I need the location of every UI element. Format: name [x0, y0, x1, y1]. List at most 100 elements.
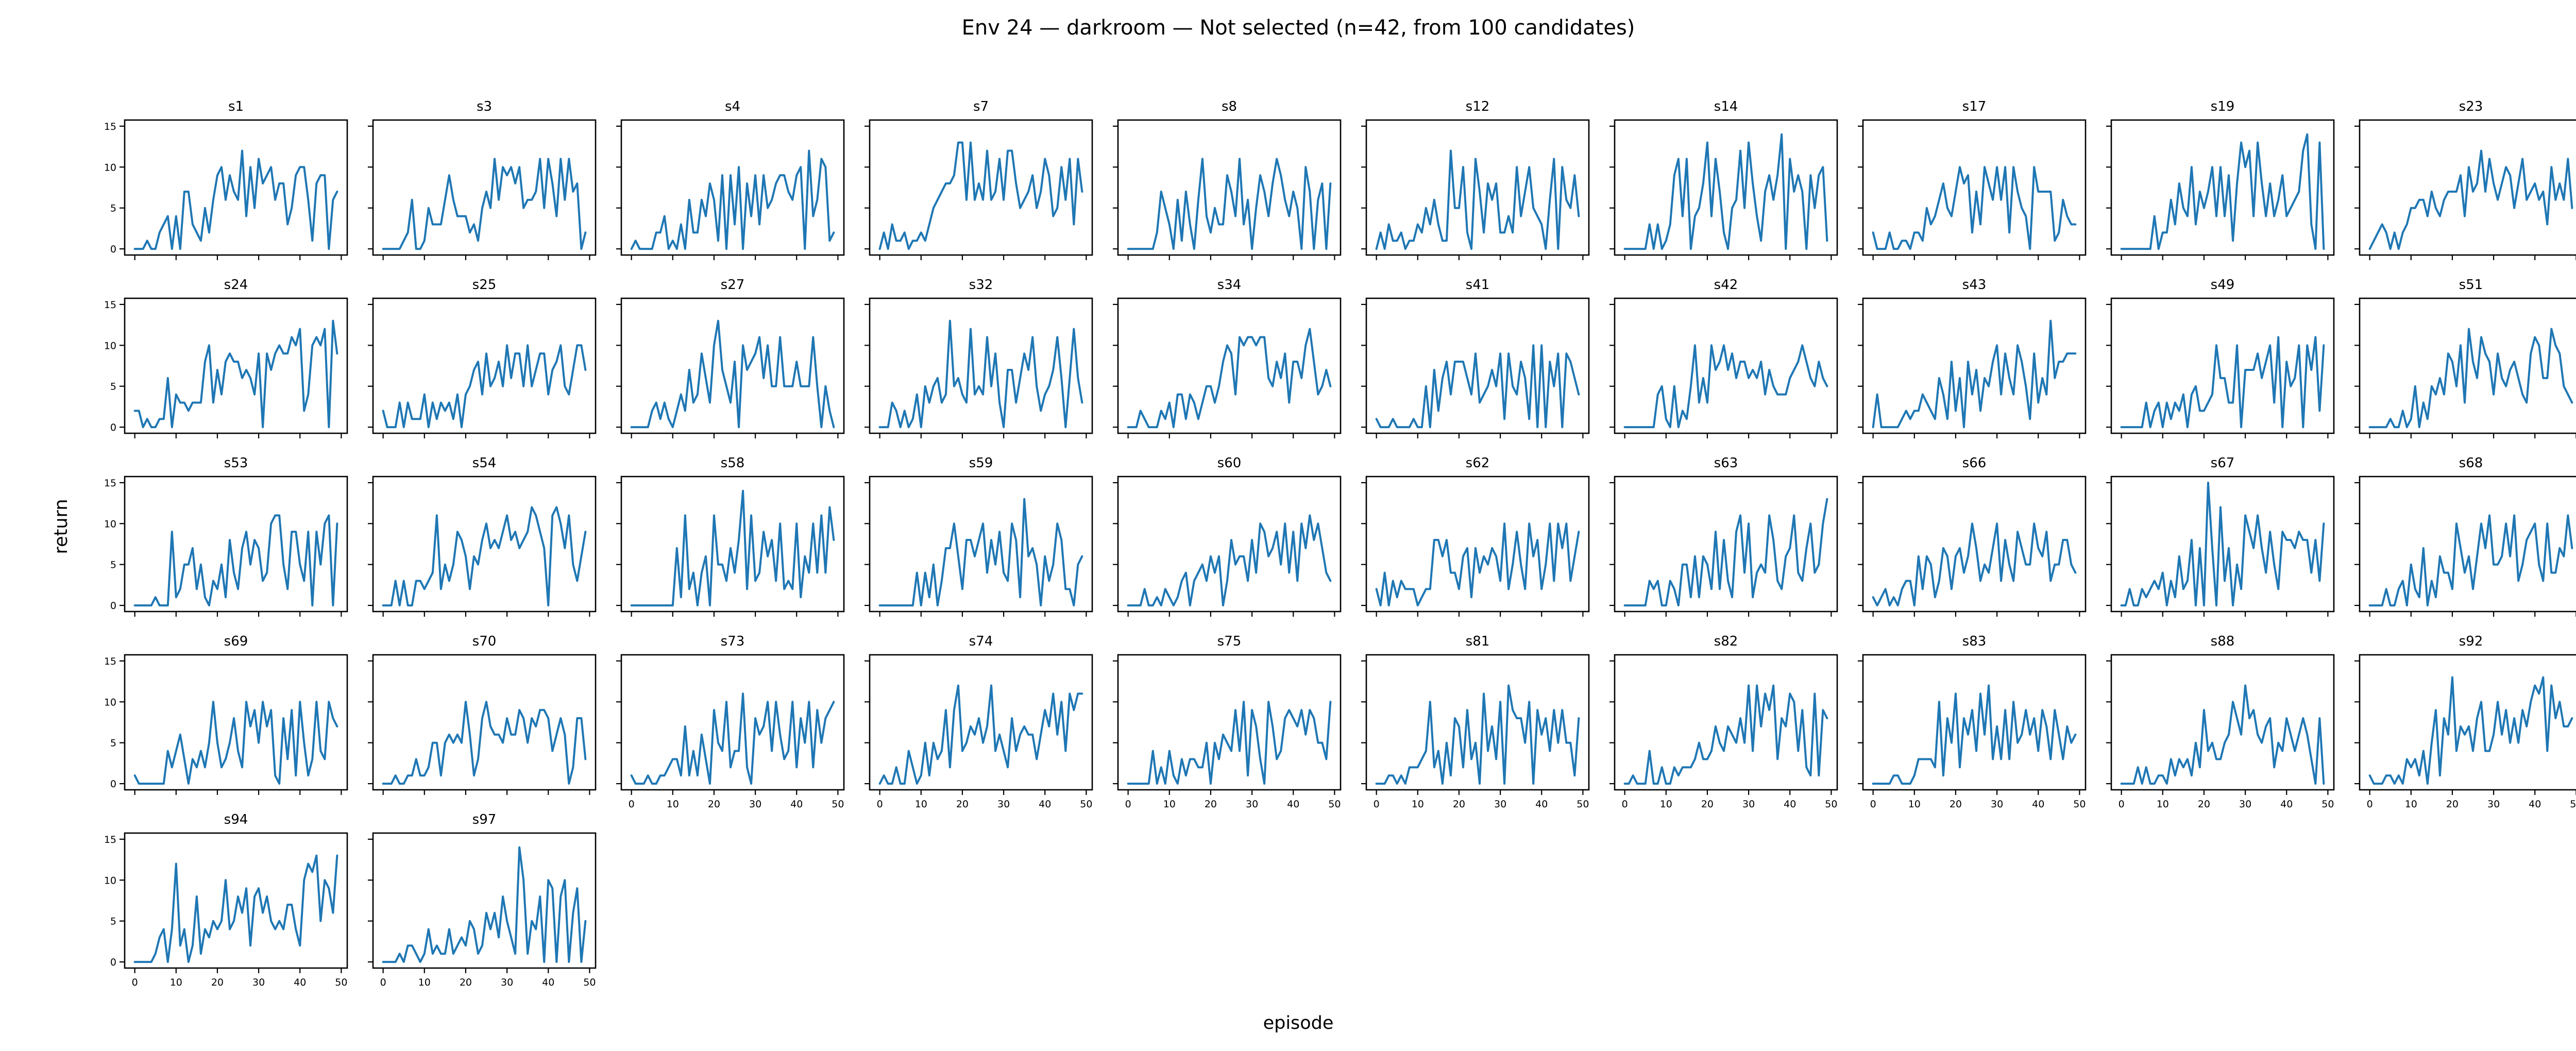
x-tick-label: 40	[1287, 799, 1299, 810]
subplot-title: s82	[1714, 634, 1738, 649]
axes-frame	[124, 654, 348, 791]
subplot-s23: s23	[2354, 99, 2576, 260]
subplot-s32: s32	[865, 277, 1093, 438]
series-line-s34	[1127, 328, 1332, 429]
series-line-s42	[1623, 344, 1828, 429]
subplot-s62: s62	[1361, 455, 1590, 617]
x-tick-label: 10	[2157, 799, 2169, 810]
x-tick-label: 40	[1039, 799, 1051, 810]
axes-frame	[2359, 654, 2576, 791]
x-tick-label: 10	[1163, 799, 1176, 810]
axes-frame	[2110, 476, 2335, 613]
axes-frame	[124, 476, 348, 613]
axes-frame	[1614, 119, 1838, 256]
subplot-title: s8	[1222, 99, 1237, 114]
y-tick-label: 0	[110, 422, 116, 433]
subplot-s70: s70	[368, 634, 597, 795]
subplot-title: s14	[1714, 99, 1738, 114]
subplot-s3: s3	[368, 99, 597, 260]
subplot-title: s67	[2211, 455, 2235, 471]
y-tick-label: 10	[104, 697, 116, 708]
x-axis-label: episode	[1263, 1013, 1334, 1033]
subplot-title: s41	[1466, 277, 1490, 293]
x-tick-label: 10	[1660, 799, 1672, 810]
subplot-s60: s60	[1113, 455, 1342, 617]
axes-frame	[1117, 119, 1342, 256]
subplot-s41: s41	[1361, 277, 1590, 438]
subplot-title: s60	[1217, 455, 1242, 471]
x-tick-label: 10	[915, 799, 927, 810]
x-tick-label: 40	[294, 977, 306, 988]
subplot-title: s68	[2459, 455, 2483, 471]
series-line-s82	[1623, 684, 1828, 785]
subplot-title: s34	[1217, 277, 1242, 293]
subplot-s83: s83 0 10 20 30 40 50	[1858, 634, 2087, 810]
x-tick-label: 50	[2073, 799, 2086, 810]
subplot-s94: s94 0 5 10 15 0 10 20 30 40 50	[104, 812, 348, 988]
y-tick-label: 5	[110, 738, 116, 749]
subplot-title: s81	[1466, 634, 1490, 649]
subplot-s74: s74 0 10 20 30 40 50	[865, 634, 1093, 810]
series-line-s88	[2120, 684, 2325, 785]
subplot-title: s19	[2211, 99, 2235, 114]
axes-frame	[1117, 654, 1342, 791]
axes-frame	[372, 476, 597, 613]
axes-frame	[1614, 476, 1838, 613]
subplot-title: s62	[1466, 455, 1490, 471]
series-line-s32	[878, 319, 1083, 429]
subplot-title: s70	[472, 634, 497, 649]
subplot-s49: s49	[2106, 277, 2335, 438]
series-line-s58	[630, 489, 835, 607]
subplot-s69: s69 0 5 10 15	[104, 634, 348, 795]
x-tick-label: 50	[335, 977, 347, 988]
subplot-s24: s24 0 5 10 15	[104, 277, 348, 438]
axes-frame	[1614, 297, 1838, 434]
series-line-s17	[1872, 166, 2077, 250]
subplot-s51: s51	[2354, 277, 2576, 438]
x-tick-label: 20	[2198, 799, 2210, 810]
subplot-title: s92	[2459, 634, 2483, 649]
x-tick-label: 0	[132, 977, 138, 988]
subplot-title: s32	[969, 277, 993, 293]
subplot-title: s49	[2211, 277, 2235, 293]
x-tick-label: 20	[2446, 799, 2459, 810]
series-line-s74	[878, 684, 1083, 785]
series-line-s69	[133, 701, 338, 785]
x-tick-label: 30	[501, 977, 513, 988]
y-tick-label: 15	[104, 656, 116, 667]
figure-title: Env 24 — darkroom — Not selected (n=42, …	[962, 16, 1635, 40]
subplot-s73: s73 0 10 20 30 40 50	[616, 634, 845, 810]
subplot-title: s74	[969, 634, 993, 649]
y-tick-label: 0	[110, 244, 116, 255]
subplot-title: s94	[224, 812, 248, 827]
subplot-s27: s27	[616, 277, 845, 438]
subplot-title: s69	[224, 634, 248, 649]
axes-frame	[1117, 476, 1342, 613]
series-line-s97	[382, 846, 587, 963]
y-tick-label: 5	[110, 381, 116, 393]
subplot-title: s42	[1714, 277, 1738, 293]
x-tick-label: 40	[542, 977, 554, 988]
subplot-s42: s42	[1609, 277, 1838, 438]
subplot-s19: s19	[2106, 99, 2335, 260]
axes-frame	[1614, 654, 1838, 791]
series-line-s49	[2120, 336, 2325, 429]
axes-frame	[1365, 476, 1590, 613]
subplot-s67: s67	[2106, 455, 2335, 617]
x-tick-label: 20	[708, 799, 720, 810]
x-tick-label: 20	[1950, 799, 1962, 810]
axes-frame	[124, 832, 348, 969]
series-line-s92	[2368, 676, 2573, 785]
series-line-s4	[630, 149, 835, 250]
axes-frame	[1365, 654, 1590, 791]
axes-frame	[620, 654, 845, 791]
x-tick-label: 40	[790, 799, 803, 810]
series-line-s75	[1127, 701, 1332, 785]
x-tick-label: 20	[1205, 799, 1217, 810]
x-tick-label: 0	[629, 799, 635, 810]
subplot-title: s75	[1217, 634, 1242, 649]
subplot-title: s27	[721, 277, 745, 293]
x-tick-label: 30	[997, 799, 1010, 810]
subplot-title: s24	[224, 277, 248, 293]
x-tick-label: 20	[1701, 799, 1714, 810]
